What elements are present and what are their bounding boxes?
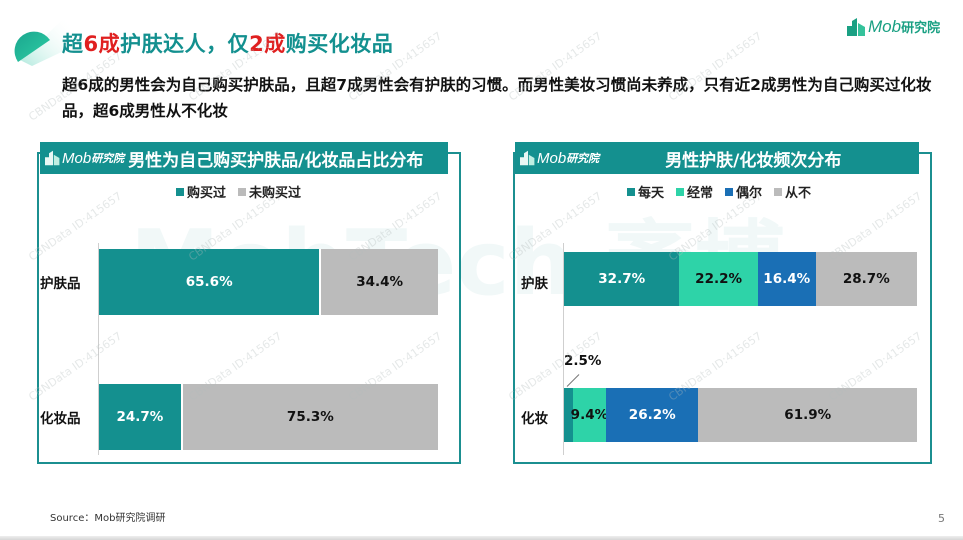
title-part: 超 — [62, 32, 84, 56]
right-panel-header: Mob 研究院 男性护肤/化妆频次分布 — [515, 142, 919, 174]
logo-text: Mob研究院 — [868, 17, 941, 36]
legend-swatch — [627, 187, 635, 196]
legend-swatch — [725, 187, 734, 196]
building-logo-icon — [847, 18, 865, 36]
bar-segment-never: 28.7% — [815, 252, 917, 306]
left-panel-title: 男性为自己购买护肤品/化妆品占比分布 — [128, 150, 424, 171]
title-part: 购买化妆品 — [285, 32, 394, 56]
bar-skincare-purchase: 65.6% 34.4% — [99, 249, 438, 315]
building-logo-icon — [45, 150, 60, 166]
summary-text: 超6成的男性会为自己购买护肤品，且超7成男性会有护肤的习惯。而男性美妆习惯尚未养… — [62, 76, 932, 120]
source-note: Source：Mob研究院调研 — [50, 513, 166, 524]
panel-border — [917, 152, 932, 154]
left-panel-header: Mob 研究院 男性为自己购买护肤品/化妆品占比分布 — [40, 142, 448, 174]
page-number: 5 — [938, 512, 945, 525]
legend-item-not-purchased: 未购买过 — [238, 182, 301, 201]
panel-logo: Mob 研究院 — [519, 150, 599, 167]
y-axis-line — [563, 243, 564, 455]
bar-makeup-purchase: 24.7% 75.3% — [99, 384, 438, 450]
legend-item-never: 从不 — [774, 182, 811, 201]
category-label: 化妆 — [521, 411, 548, 427]
right-chart-panel — [513, 152, 932, 464]
bar-segment-not-purchased: 34.4% — [321, 249, 438, 315]
data-label-daily-makeup: 2.5% — [564, 353, 602, 369]
bar-segment-often: 22.2% — [679, 252, 758, 306]
bar-segment-occasionally: 26.2% — [605, 388, 699, 442]
title-highlight: 6成 — [83, 32, 121, 56]
bar-skincare-frequency: 32.7% 22.2% 16.4% 28.7% — [564, 252, 917, 306]
legend-swatch — [238, 187, 247, 196]
title-decoration-icon — [14, 20, 70, 66]
bar-segment-purchased: 24.7% — [99, 384, 183, 450]
left-legend: 购买过 未购买过 — [176, 182, 301, 201]
left-chart-panel — [37, 152, 461, 464]
panel-border — [446, 152, 461, 154]
slide-bottom-edge — [0, 536, 963, 540]
bar-segment-purchased: 65.6% — [99, 249, 322, 315]
legend-swatch — [676, 187, 685, 196]
right-legend: 每天 经常 偶尔 从不 — [627, 182, 811, 201]
legend-swatch — [774, 187, 783, 196]
bar-segment-daily: 32.7% — [564, 252, 680, 306]
category-label: 护肤 — [521, 276, 548, 292]
bar-segment-daily — [564, 388, 573, 442]
category-label: 护肤品 — [40, 276, 81, 292]
building-logo-icon — [520, 150, 535, 166]
bar-segment-often: 9.4% — [571, 388, 608, 442]
right-panel-title: 男性护肤/化妆频次分布 — [665, 150, 842, 171]
legend-swatch — [176, 187, 184, 196]
page-title: 超6成护肤达人，仅2成购买化妆品 — [62, 28, 393, 58]
title-highlight: 2成 — [249, 32, 286, 56]
brand-logo: Mob研究院 — [846, 17, 940, 37]
legend-item-often: 经常 — [676, 182, 713, 201]
category-label: 化妆品 — [40, 411, 81, 427]
legend-item-daily: 每天 — [627, 182, 664, 201]
legend-item-occasionally: 偶尔 — [725, 182, 762, 201]
panel-logo: Mob 研究院 — [44, 150, 124, 167]
bar-segment-occasionally: 16.4% — [757, 252, 816, 306]
bar-segment-never: 61.9% — [698, 388, 917, 442]
panel-border — [37, 152, 42, 154]
bar-makeup-frequency: 9.4% 26.2% 61.9% — [564, 388, 917, 442]
legend-item-purchased: 购买过 — [176, 182, 226, 201]
title-part: 护肤达人，仅 — [120, 32, 250, 56]
bar-segment-not-purchased: 75.3% — [182, 384, 438, 450]
y-axis-line — [98, 243, 99, 455]
